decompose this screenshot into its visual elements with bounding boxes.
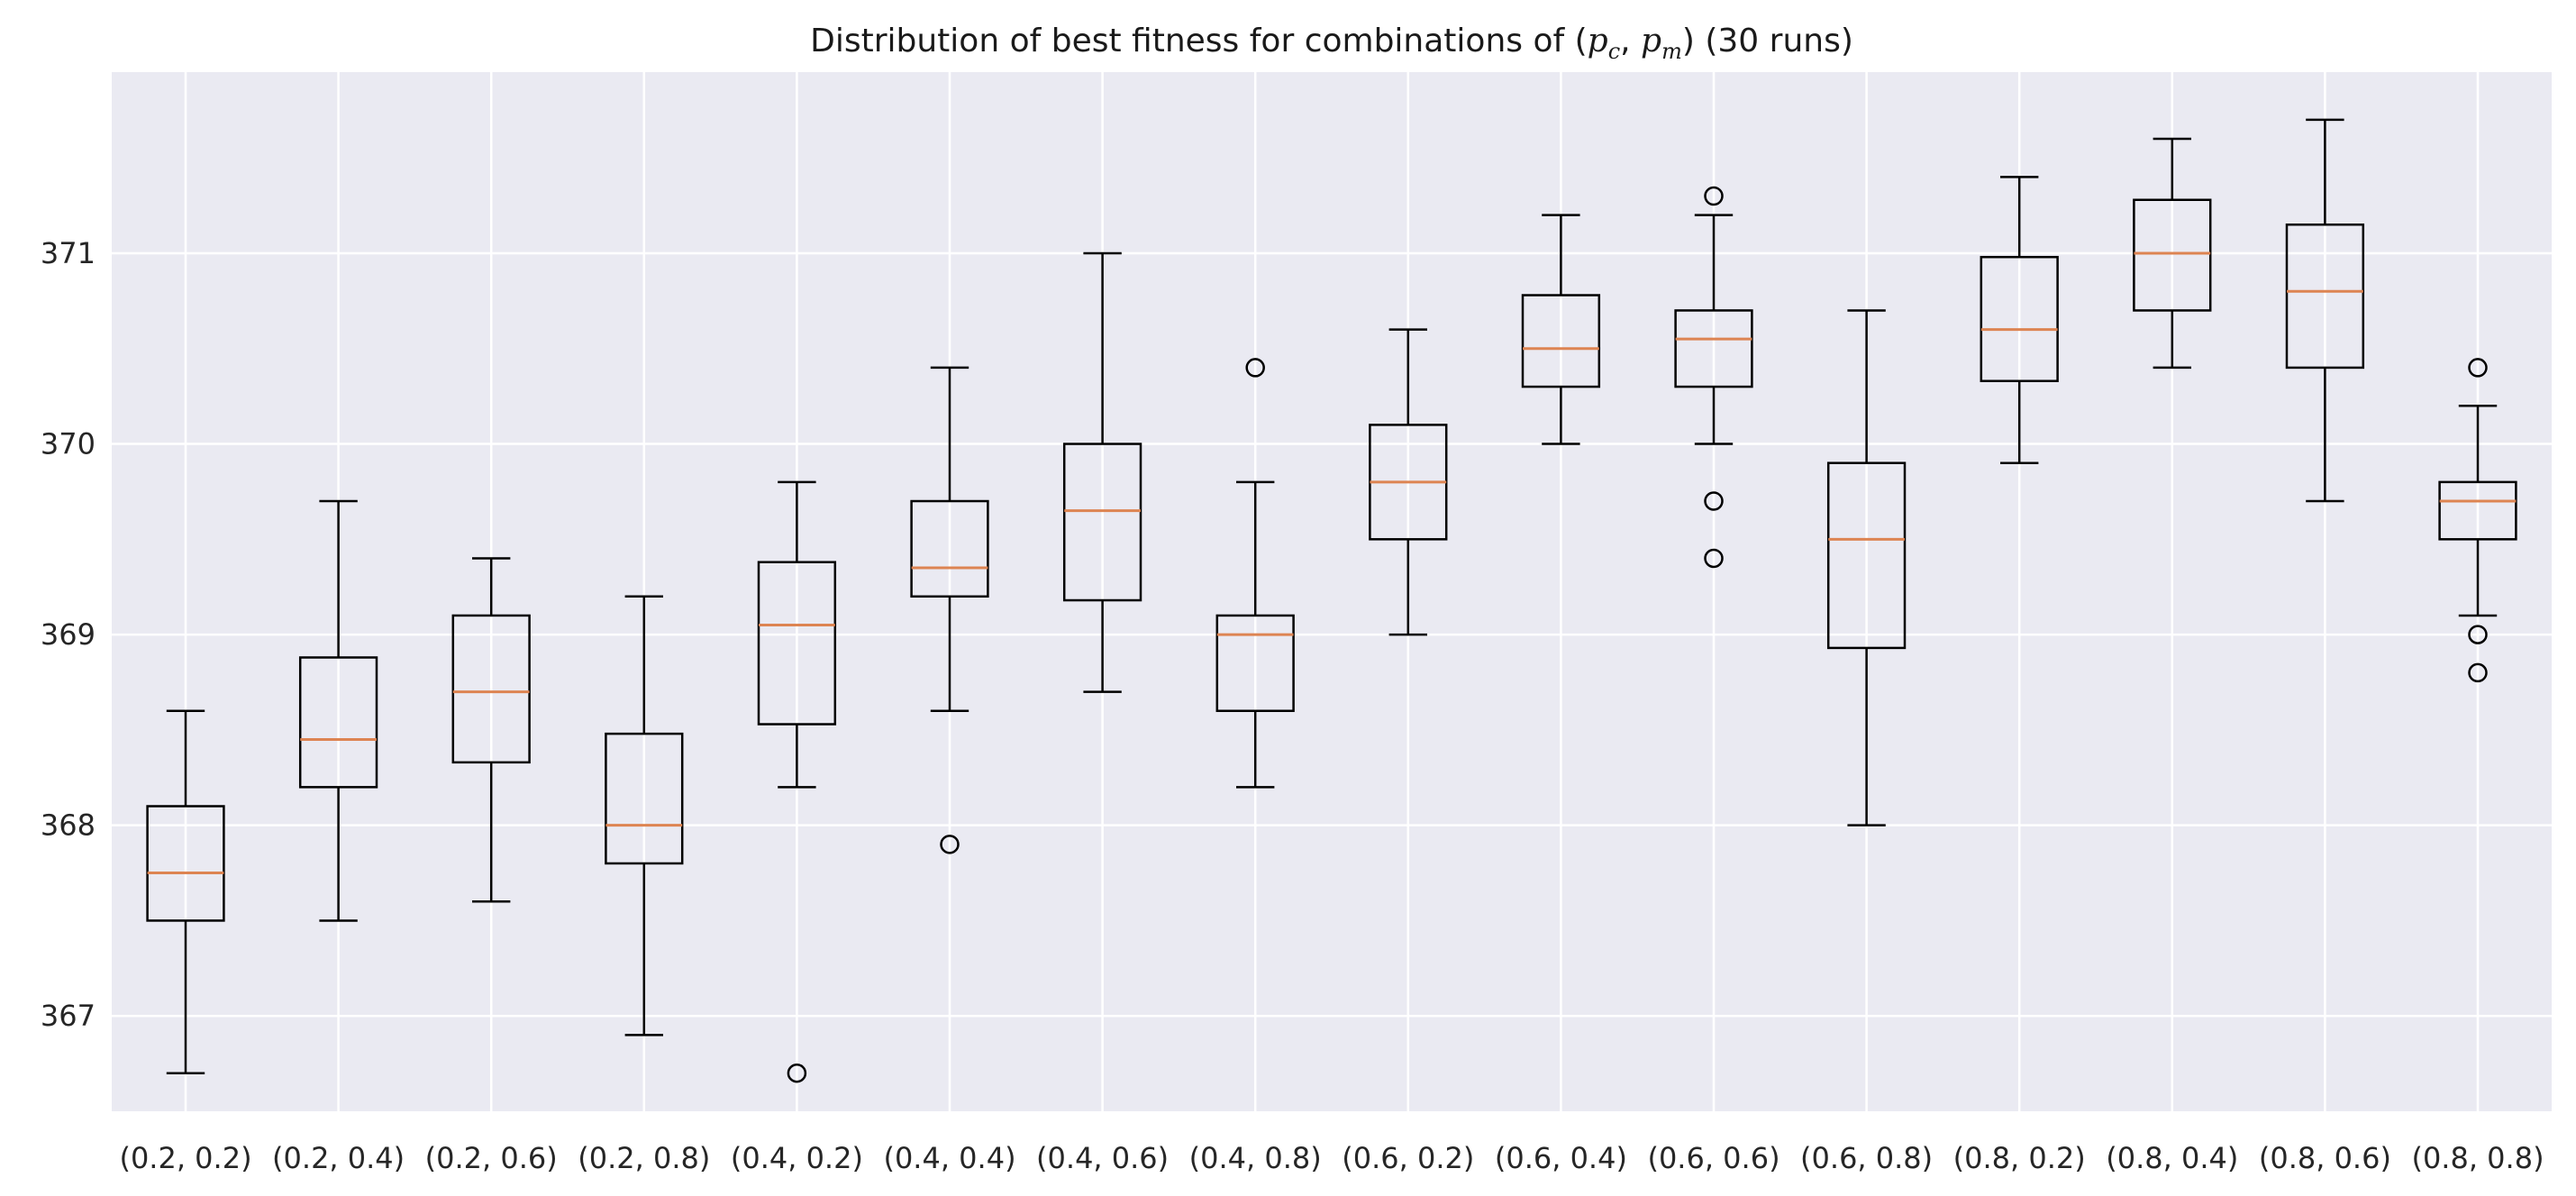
title-var-pm: p bbox=[1641, 23, 1661, 59]
box-group bbox=[1062, 251, 1142, 693]
plot-area bbox=[112, 72, 2552, 1111]
y-tick-label: 367 bbox=[41, 999, 96, 1033]
outlier-point bbox=[2468, 358, 2488, 378]
x-tick-label: (0.6, 0.6) bbox=[1647, 1141, 1780, 1175]
outlier-point bbox=[1704, 491, 1724, 511]
title-var-pc: p bbox=[1588, 23, 1608, 59]
iqr-box bbox=[298, 656, 378, 789]
iqr-box bbox=[757, 561, 837, 726]
box-group bbox=[1826, 309, 1907, 826]
iqr-box bbox=[910, 499, 989, 598]
box-group bbox=[1215, 358, 1295, 789]
chart-title: Distribution of best fitness for combina… bbox=[810, 23, 1853, 64]
box-group bbox=[2285, 118, 2365, 503]
x-tick-label: (0.8, 0.2) bbox=[1953, 1141, 2086, 1175]
y-tick-label: 368 bbox=[41, 808, 96, 843]
box-group bbox=[451, 557, 531, 903]
title-sub-c: c bbox=[1608, 39, 1620, 64]
box-group bbox=[146, 709, 225, 1074]
iqr-box bbox=[2133, 198, 2212, 312]
box-group bbox=[2438, 358, 2517, 683]
box-group bbox=[910, 366, 989, 854]
title-suffix: ) (30 runs) bbox=[1682, 23, 1853, 59]
x-tick-label: (0.8, 0.8) bbox=[2411, 1141, 2544, 1175]
box-group bbox=[1521, 214, 1601, 445]
iqr-box bbox=[605, 732, 684, 865]
y-gridlines bbox=[112, 251, 2552, 1018]
x-tick-label: (0.4, 0.6) bbox=[1036, 1141, 1169, 1175]
x-tick-label: (0.8, 0.6) bbox=[2259, 1141, 2391, 1175]
outlier-point bbox=[1245, 358, 1265, 378]
x-tick-label: (0.8, 0.4) bbox=[2106, 1141, 2238, 1175]
iqr-box bbox=[1980, 255, 2059, 382]
box-group bbox=[1674, 186, 1753, 569]
outlier-point bbox=[940, 835, 960, 854]
title-prefix: Distribution of best fitness for combina… bbox=[810, 23, 1588, 59]
iqr-box bbox=[1826, 461, 1907, 650]
iqr-box bbox=[1521, 294, 1601, 388]
iqr-box bbox=[1215, 614, 1295, 712]
x-tick-label: (0.4, 0.2) bbox=[731, 1141, 863, 1175]
boxes-layer bbox=[146, 118, 2517, 1083]
x-tick-label: (0.2, 0.8) bbox=[578, 1141, 710, 1175]
iqr-box bbox=[2438, 480, 2517, 541]
box-group bbox=[298, 499, 378, 922]
iqr-box bbox=[451, 614, 531, 764]
x-tick-label: (0.6, 0.4) bbox=[1495, 1141, 1627, 1175]
iqr-box bbox=[146, 805, 225, 922]
x-tick-label: (0.2, 0.6) bbox=[425, 1141, 558, 1175]
outlier-point bbox=[1704, 548, 1724, 569]
outlier-point bbox=[2468, 662, 2488, 683]
iqr-box bbox=[1062, 443, 1142, 602]
title-separator: , bbox=[1620, 23, 1641, 59]
box-group bbox=[1980, 176, 2059, 464]
outlier-point bbox=[1704, 186, 1724, 206]
x-tick-label: (0.6, 0.8) bbox=[1800, 1141, 1933, 1175]
box-group bbox=[757, 480, 837, 1083]
x-tick-label: (0.4, 0.4) bbox=[883, 1141, 1015, 1175]
box-group bbox=[2133, 137, 2212, 370]
y-tick-labels: 367 368 369 370 371 bbox=[41, 236, 96, 1033]
box-group bbox=[1369, 328, 1448, 636]
y-tick-label: 369 bbox=[41, 617, 96, 652]
outlier-point bbox=[787, 1063, 807, 1083]
x-tick-label: (0.4, 0.8) bbox=[1189, 1141, 1322, 1175]
x-tick-labels: (0.2, 0.2) (0.2, 0.4) (0.2, 0.6) (0.2, 0.8)… bbox=[119, 1141, 2544, 1175]
outlier-point bbox=[2468, 625, 2488, 644]
x-tick-label: (0.6, 0.2) bbox=[1342, 1141, 1474, 1175]
x-tick-label: (0.2, 0.2) bbox=[119, 1141, 251, 1175]
box-group bbox=[605, 595, 684, 1036]
x-tick-label: (0.2, 0.4) bbox=[272, 1141, 405, 1175]
iqr-box bbox=[2285, 223, 2365, 370]
y-tick-label: 371 bbox=[41, 236, 96, 270]
iqr-box bbox=[1674, 309, 1753, 388]
y-tick-label: 370 bbox=[41, 427, 96, 461]
title-sub-m: m bbox=[1661, 39, 1682, 64]
